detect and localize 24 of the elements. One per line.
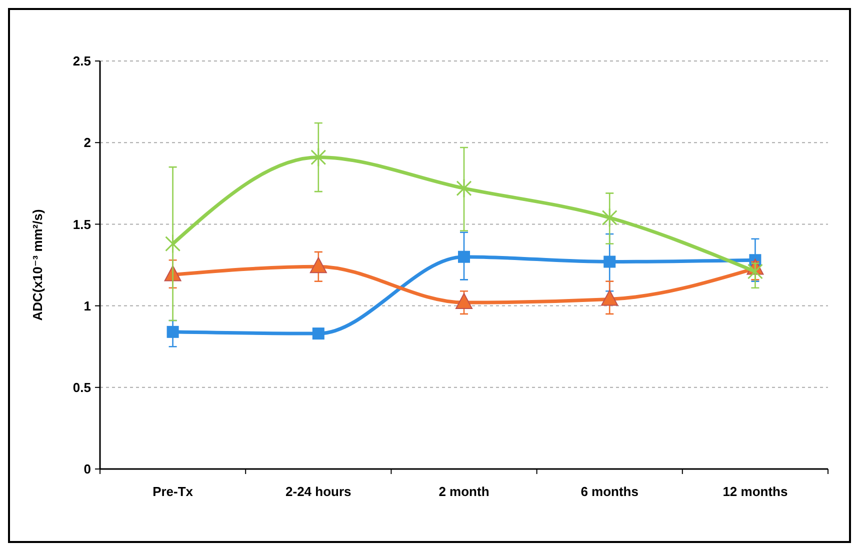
y-tick-label: 0.5: [72, 380, 91, 395]
x-tick-label: 2-24 hours: [286, 484, 352, 499]
point: [747, 262, 763, 282]
point: [310, 148, 326, 168]
point: [456, 178, 472, 198]
point: [458, 250, 470, 263]
x-tick-label: 12 months: [722, 484, 788, 499]
x-tick-label: Pre-Tx: [152, 484, 194, 499]
y-tick-label: 1.5: [72, 216, 91, 232]
y-tick-label: 1: [84, 298, 91, 314]
point: [456, 293, 472, 310]
point: [310, 257, 327, 274]
point: [601, 290, 618, 306]
x-tick-label: 2 month: [438, 484, 490, 499]
y-tick-label: 2: [84, 135, 91, 150]
y-tick-label: 2.5: [72, 54, 91, 69]
point: [602, 208, 618, 228]
x-tick-label: 6 months: [580, 484, 638, 499]
point: [604, 256, 616, 268]
y-axis-title: ADC(x10⁻³ mm²/s): [30, 209, 45, 321]
point: [312, 328, 324, 340]
point: [165, 234, 181, 254]
point: [166, 326, 179, 338]
y-tick-label: 0: [84, 462, 91, 477]
